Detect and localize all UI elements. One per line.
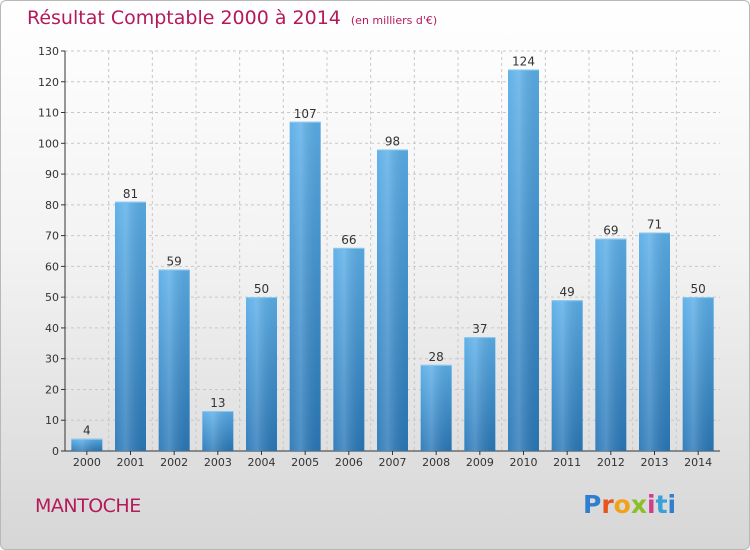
x-tick-label: 2007 [379,456,407,469]
y-tick-label: 50 [45,291,59,304]
bar-shine [115,201,146,451]
data-label: 107 [294,107,317,121]
bar-shine [682,297,714,451]
x-tick-label: 2009 [466,456,494,469]
bar-shine [595,238,627,451]
x-tick-label: 2014 [684,456,712,469]
data-label: 98 [385,134,400,148]
x-tick-label: 2005 [291,456,319,469]
bar-shine [377,149,408,451]
x-tick-label: 2000 [73,456,101,469]
y-tick-label: 110 [38,107,59,120]
labels: 0 10 20 30 40 50 60 70 80 90 100 110 120 130 4 2000 81 20… [38,45,712,469]
y-tick-label: 70 [45,230,59,243]
bar-shine [464,337,496,451]
chart-title-unit: (en milliers d'€) [350,14,438,27]
y-tick-label: 40 [45,322,59,335]
bar-shine [202,411,234,451]
x-tick-label: 2002 [160,456,188,469]
y-tick-label: 100 [38,137,59,150]
x-tick-label: 2006 [335,456,363,469]
data-label: 13 [210,396,225,410]
data-label: 37 [472,322,487,336]
place-name: MANTOCHE [35,495,141,517]
x-tick-label: 2012 [597,456,625,469]
y-tick-label: 120 [38,76,59,89]
bar-shine [551,300,583,451]
y-tick-label: 0 [52,445,59,458]
x-tick-label: 2013 [641,456,669,469]
x-tick-label: 2008 [422,456,450,469]
x-tick-label: 2003 [204,456,232,469]
data-label: 66 [341,233,356,247]
chart-title: Résultat Comptable 2000 à 2014 (en millie… [27,7,437,29]
x-tick-label: 2001 [117,456,145,469]
bar-shine [246,297,277,451]
bars [71,69,714,452]
bar-shine [639,232,670,451]
data-label: 71 [647,218,662,232]
data-label: 50 [691,282,706,296]
bar-shine [158,269,190,451]
y-tick-label: 90 [45,168,59,181]
x-tick-label: 2010 [510,456,538,469]
y-tick-label: 10 [45,414,59,427]
data-label: 69 [603,224,618,238]
y-tick-label: 60 [45,260,59,273]
data-label: 28 [429,350,444,364]
y-tick-label: 130 [38,45,59,58]
x-tick-label: 2004 [248,456,276,469]
y-tick-label: 80 [45,199,59,212]
bar-shine [508,69,539,451]
chart-title-main: Résultat Comptable 2000 à 2014 [27,7,341,29]
data-label: 50 [254,282,269,296]
bar-shine [333,247,365,451]
data-label: 59 [167,254,182,268]
y-tick-label: 20 [45,383,59,396]
y-tick-label: 30 [45,353,59,366]
data-label: 81 [123,187,138,201]
x-tick-label: 2011 [553,456,581,469]
data-label: 49 [560,285,575,299]
data-label: 4 [83,424,91,438]
bar-shine [289,121,321,452]
data-label: 124 [512,54,535,68]
proxiti-logo: Proxiti [583,490,677,519]
bar-shine [71,438,103,451]
bar-shine [420,364,452,451]
